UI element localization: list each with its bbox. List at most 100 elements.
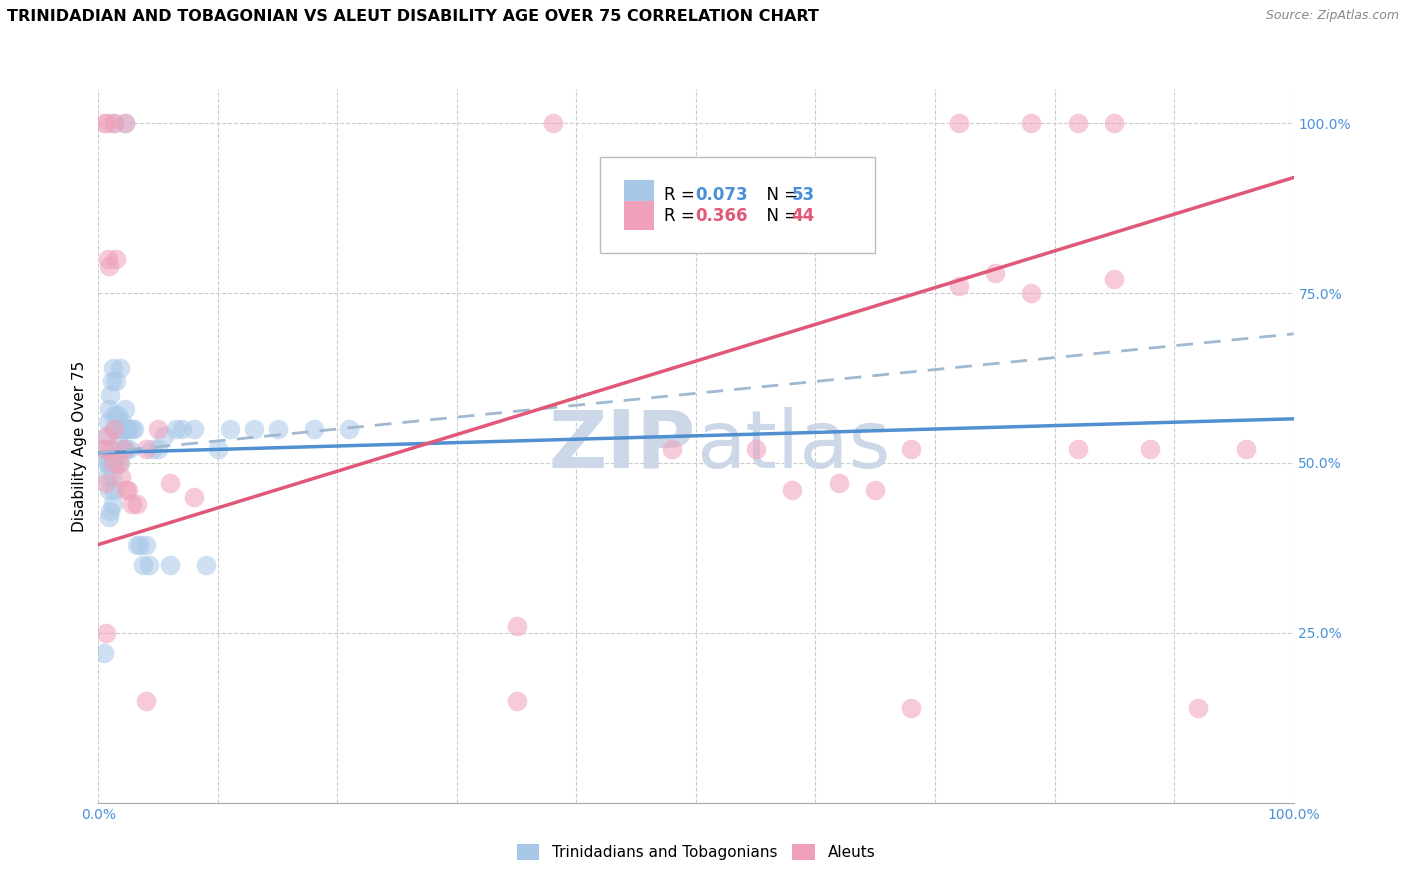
Point bbox=[105, 456, 128, 470]
Point bbox=[98, 503, 122, 517]
Point bbox=[135, 694, 157, 708]
Point bbox=[1187, 700, 1209, 714]
Point bbox=[110, 469, 132, 483]
Text: TRINIDADIAN AND TOBAGONIAN VS ALEUT DISABILITY AGE OVER 75 CORRELATION CHART: TRINIDADIAN AND TOBAGONIAN VS ALEUT DISA… bbox=[7, 9, 818, 24]
Point bbox=[101, 360, 124, 375]
Point bbox=[948, 116, 970, 130]
Point bbox=[114, 401, 136, 416]
Text: 0.366: 0.366 bbox=[695, 207, 747, 225]
Text: atlas: atlas bbox=[696, 407, 890, 485]
Point bbox=[98, 483, 121, 498]
Point bbox=[103, 116, 125, 130]
Point bbox=[103, 483, 125, 498]
Point bbox=[1234, 442, 1257, 457]
Point bbox=[125, 537, 148, 551]
Point bbox=[96, 429, 118, 443]
Point bbox=[339, 422, 361, 436]
Text: 44: 44 bbox=[792, 207, 815, 225]
Point bbox=[101, 456, 124, 470]
Point bbox=[101, 456, 124, 470]
Point bbox=[115, 483, 138, 498]
Point bbox=[183, 422, 205, 436]
Point bbox=[1019, 116, 1042, 130]
Point bbox=[115, 422, 138, 436]
Point bbox=[110, 422, 132, 436]
Point bbox=[108, 456, 131, 470]
Text: R =: R = bbox=[664, 186, 700, 203]
Point bbox=[100, 375, 122, 389]
Point bbox=[135, 442, 157, 457]
Y-axis label: Disability Age Over 75: Disability Age Over 75 bbox=[72, 360, 87, 532]
Point bbox=[121, 422, 143, 436]
Point bbox=[94, 626, 117, 640]
Text: ZIP: ZIP bbox=[548, 407, 696, 485]
Point bbox=[115, 442, 138, 457]
Point bbox=[94, 476, 117, 491]
Bar bbox=[624, 180, 654, 210]
Point bbox=[541, 116, 564, 130]
Point bbox=[1104, 272, 1126, 286]
Text: 53: 53 bbox=[792, 186, 814, 203]
Text: N =: N = bbox=[756, 207, 803, 225]
Point bbox=[243, 422, 266, 436]
Point bbox=[98, 456, 122, 470]
Point bbox=[93, 442, 115, 457]
Point bbox=[183, 490, 205, 504]
Point bbox=[112, 422, 135, 436]
Point bbox=[105, 252, 128, 266]
Point bbox=[121, 497, 143, 511]
Point bbox=[138, 558, 160, 572]
Point bbox=[107, 435, 129, 450]
Point bbox=[96, 116, 118, 130]
Point bbox=[108, 360, 131, 375]
Point bbox=[93, 442, 115, 457]
Point bbox=[94, 456, 117, 470]
Point bbox=[111, 415, 134, 429]
Point bbox=[172, 422, 194, 436]
Point bbox=[103, 116, 125, 130]
Point bbox=[98, 388, 122, 402]
Point bbox=[105, 375, 128, 389]
Point bbox=[124, 422, 146, 436]
Point bbox=[984, 266, 1007, 280]
Text: Source: ZipAtlas.com: Source: ZipAtlas.com bbox=[1265, 9, 1399, 22]
Point bbox=[828, 476, 851, 491]
Point bbox=[117, 422, 139, 436]
Point bbox=[98, 401, 121, 416]
Text: R =: R = bbox=[664, 207, 700, 225]
Point bbox=[661, 442, 683, 457]
Point bbox=[153, 429, 176, 443]
Legend: Trinidadians and Tobagonians, Aleuts: Trinidadians and Tobagonians, Aleuts bbox=[510, 838, 882, 866]
Point bbox=[118, 442, 141, 457]
Point bbox=[125, 497, 148, 511]
Point bbox=[129, 537, 152, 551]
Point bbox=[141, 442, 163, 457]
Point bbox=[1067, 116, 1090, 130]
Point bbox=[900, 700, 922, 714]
Point bbox=[148, 422, 170, 436]
Point bbox=[117, 483, 139, 498]
Point bbox=[506, 694, 529, 708]
Point bbox=[93, 646, 115, 660]
Point bbox=[148, 442, 170, 457]
Point bbox=[207, 442, 229, 457]
Point bbox=[97, 456, 120, 470]
Point bbox=[97, 252, 120, 266]
Point bbox=[96, 429, 118, 443]
Point bbox=[159, 558, 181, 572]
Point bbox=[112, 442, 135, 457]
Point bbox=[93, 116, 115, 130]
Point bbox=[745, 442, 768, 457]
Point bbox=[780, 483, 803, 498]
Point bbox=[900, 442, 922, 457]
Point bbox=[107, 456, 129, 470]
Text: N =: N = bbox=[756, 186, 803, 203]
Point bbox=[195, 558, 218, 572]
Point bbox=[107, 409, 129, 423]
Point bbox=[1139, 442, 1161, 457]
Point bbox=[104, 422, 127, 436]
Point bbox=[219, 422, 242, 436]
Point bbox=[131, 558, 153, 572]
Point bbox=[103, 422, 125, 436]
Point bbox=[111, 442, 134, 457]
